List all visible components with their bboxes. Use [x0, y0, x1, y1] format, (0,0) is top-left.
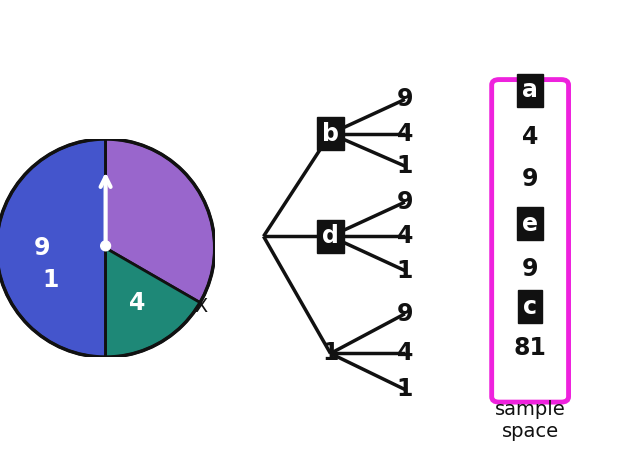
Text: 4: 4: [397, 224, 413, 249]
Text: 1: 1: [43, 268, 59, 292]
Text: spinner X: spinner X: [116, 297, 208, 316]
Text: 9: 9: [522, 167, 538, 190]
Text: 4: 4: [397, 342, 413, 366]
Wedge shape: [106, 248, 200, 357]
Text: 81: 81: [514, 336, 547, 360]
Text: 1: 1: [323, 342, 339, 366]
Text: 1: 1: [397, 378, 413, 402]
Text: 4: 4: [397, 122, 413, 146]
Text: a: a: [522, 79, 538, 102]
Text: e: e: [522, 212, 538, 236]
Text: sample
space: sample space: [495, 400, 566, 441]
Text: d: d: [322, 224, 339, 249]
Wedge shape: [106, 139, 215, 303]
Text: b: b: [322, 122, 339, 146]
Text: 1: 1: [397, 259, 413, 283]
Text: 9: 9: [34, 236, 51, 260]
Text: 4: 4: [522, 125, 538, 149]
Text: 9: 9: [397, 190, 413, 214]
Text: 9: 9: [522, 257, 538, 281]
Circle shape: [100, 241, 111, 251]
Text: 4: 4: [129, 291, 145, 315]
Wedge shape: [0, 139, 106, 357]
Text: 9: 9: [397, 302, 413, 326]
FancyBboxPatch shape: [492, 80, 568, 402]
Text: c: c: [523, 295, 537, 319]
Text: 1: 1: [397, 154, 413, 178]
Text: 9: 9: [397, 88, 413, 111]
